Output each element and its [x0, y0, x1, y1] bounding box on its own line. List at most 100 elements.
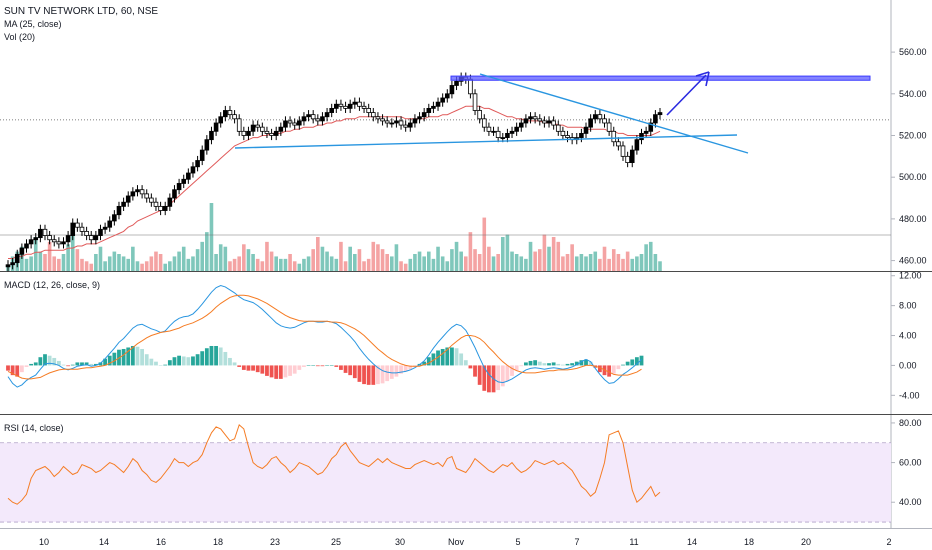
volume-bar — [403, 263, 408, 271]
macd-histogram-bar — [24, 365, 29, 367]
candle — [135, 189, 140, 193]
volume-bar — [463, 256, 468, 271]
volume-bar — [209, 203, 214, 271]
volume-bar — [306, 256, 311, 271]
macd-histogram-bar — [177, 355, 181, 366]
candle — [310, 114, 316, 120]
macd-histogram-bar — [450, 347, 454, 366]
candle — [518, 122, 524, 128]
candle — [213, 122, 219, 132]
candle — [555, 124, 561, 132]
volume-bar — [84, 261, 89, 271]
volume-bar — [658, 261, 662, 271]
candle — [144, 193, 150, 199]
volume-bar — [75, 249, 80, 271]
volume-bar — [440, 256, 445, 271]
volume-bar — [510, 251, 514, 271]
volume-bar — [195, 249, 200, 271]
macd-histogram-bar — [570, 363, 575, 366]
macd-histogram-bar — [33, 362, 38, 366]
candle — [102, 226, 108, 230]
macd-histogram-bar — [431, 353, 436, 366]
resistance-trendline — [479, 73, 749, 154]
macd-histogram-bar — [15, 365, 20, 377]
volume-bar — [140, 263, 144, 271]
volume-bar — [214, 254, 218, 271]
candle — [653, 114, 658, 124]
macd-histogram-bar — [209, 345, 214, 366]
macd-histogram-bar — [223, 351, 228, 366]
rsi-panel[interactable]: 80.00 60.00 40.00 — [0, 418, 922, 523]
volume-bar — [556, 241, 561, 271]
macd-histogram-bar — [61, 364, 66, 366]
macd-histogram-bar — [56, 360, 61, 366]
volume-bar — [593, 251, 598, 271]
candle — [565, 135, 570, 138]
macd-histogram-bar — [103, 358, 108, 366]
volume-bar — [126, 258, 131, 271]
candle — [352, 101, 358, 105]
candle — [172, 189, 177, 199]
candle — [190, 166, 196, 174]
macd-panel[interactable]: 12.00 8.00 4.00 0.00 -4.00 — [6, 271, 922, 401]
candle — [84, 230, 89, 236]
macd-histogram-bar — [274, 365, 279, 379]
candle — [186, 172, 191, 180]
macd-histogram-bar — [611, 365, 616, 374]
volume-bar — [482, 217, 487, 271]
volume-bar — [519, 256, 524, 271]
candle — [486, 126, 492, 132]
candle — [491, 130, 496, 133]
candle — [509, 130, 515, 134]
candle — [297, 120, 302, 126]
candle — [260, 126, 265, 132]
candle — [139, 189, 145, 195]
macd-histogram-bar — [228, 357, 232, 366]
candle — [606, 122, 612, 132]
macd-histogram-bar — [574, 361, 579, 366]
volume-bar — [431, 258, 436, 271]
macd-histogram-bar — [445, 347, 450, 366]
price-panel[interactable]: 560.00 540.00 520.00 500.00 480.00 460.00 — [0, 47, 927, 272]
volume-bar — [265, 241, 269, 271]
macd-histogram-bar — [343, 365, 348, 373]
volume-bar — [394, 244, 399, 271]
macd-histogram-bar — [29, 363, 34, 366]
volume-bar — [524, 258, 528, 271]
macd-histogram-bar — [436, 350, 440, 366]
volume-bar — [450, 249, 454, 271]
macd-histogram-bar — [6, 365, 10, 371]
candle — [42, 228, 48, 236]
candle — [629, 149, 635, 163]
volume-bar — [561, 256, 565, 271]
y-tick-label: 560.00 — [899, 47, 927, 57]
volume-bar — [89, 263, 94, 271]
candle — [334, 103, 339, 109]
candle — [431, 105, 436, 109]
candle — [88, 235, 94, 241]
y-tick-label: 500.00 — [899, 172, 927, 182]
macd-histogram-bar — [584, 359, 588, 366]
volume-bar — [107, 256, 112, 271]
volume-bar — [168, 261, 172, 271]
y-tick-label: 460.00 — [899, 256, 927, 266]
candle — [551, 120, 556, 126]
volume-bar — [574, 256, 579, 271]
candle — [204, 139, 210, 151]
macd-histogram-bar — [325, 365, 329, 366]
macd-histogram-bar — [172, 357, 177, 366]
volume-bar — [47, 241, 52, 271]
target-arrow — [666, 74, 707, 116]
candle — [357, 101, 362, 107]
candle — [167, 197, 173, 207]
candle — [218, 116, 224, 124]
volume-bar — [500, 237, 505, 271]
volume-bar — [94, 254, 98, 271]
candle — [579, 133, 584, 138]
volume-bar — [158, 254, 163, 271]
volume-bar — [292, 261, 297, 271]
volume-bar — [533, 251, 537, 271]
candle — [407, 122, 413, 128]
volume-bar — [232, 258, 237, 271]
